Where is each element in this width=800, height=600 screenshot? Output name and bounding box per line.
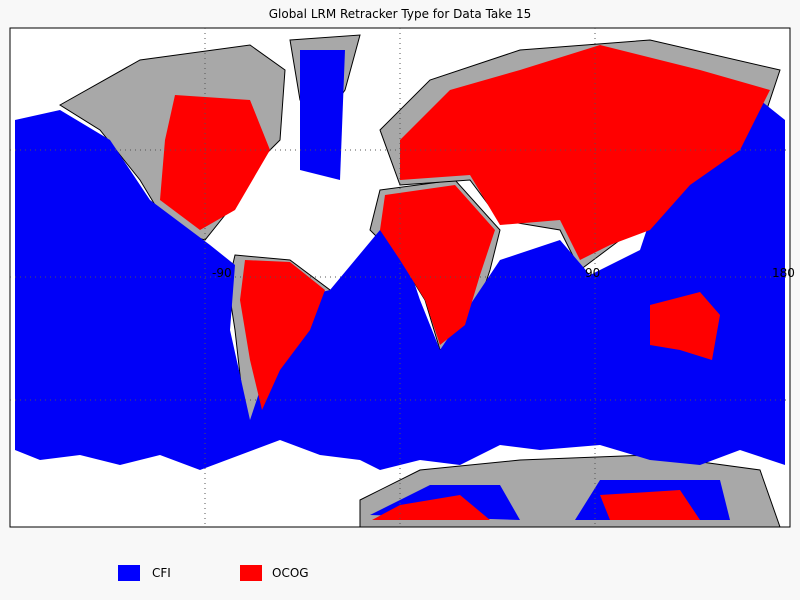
map-title: Global LRM Retracker Type for Data Take … — [269, 7, 532, 21]
cfi-north — [300, 50, 345, 180]
grid-label: -90 — [212, 266, 232, 280]
ocog-eurasia — [400, 45, 770, 260]
ocog-south-america — [240, 260, 325, 410]
cfi-coverage — [15, 100, 785, 470]
ocog-australia — [650, 292, 720, 360]
legend-swatch — [240, 565, 262, 581]
legend-swatch — [118, 565, 140, 581]
grid-label: 180 — [772, 266, 795, 280]
ocog-africa — [380, 185, 495, 345]
legend: CFI OCOG — [118, 565, 309, 581]
map: -90 90 180 — [9, 27, 795, 528]
grid-label: 90 — [585, 266, 600, 280]
ocog-antarctic — [372, 490, 700, 520]
legend-label: OCOG — [272, 566, 309, 580]
legend-label: CFI — [152, 566, 171, 580]
ocog-north-america — [160, 95, 270, 230]
